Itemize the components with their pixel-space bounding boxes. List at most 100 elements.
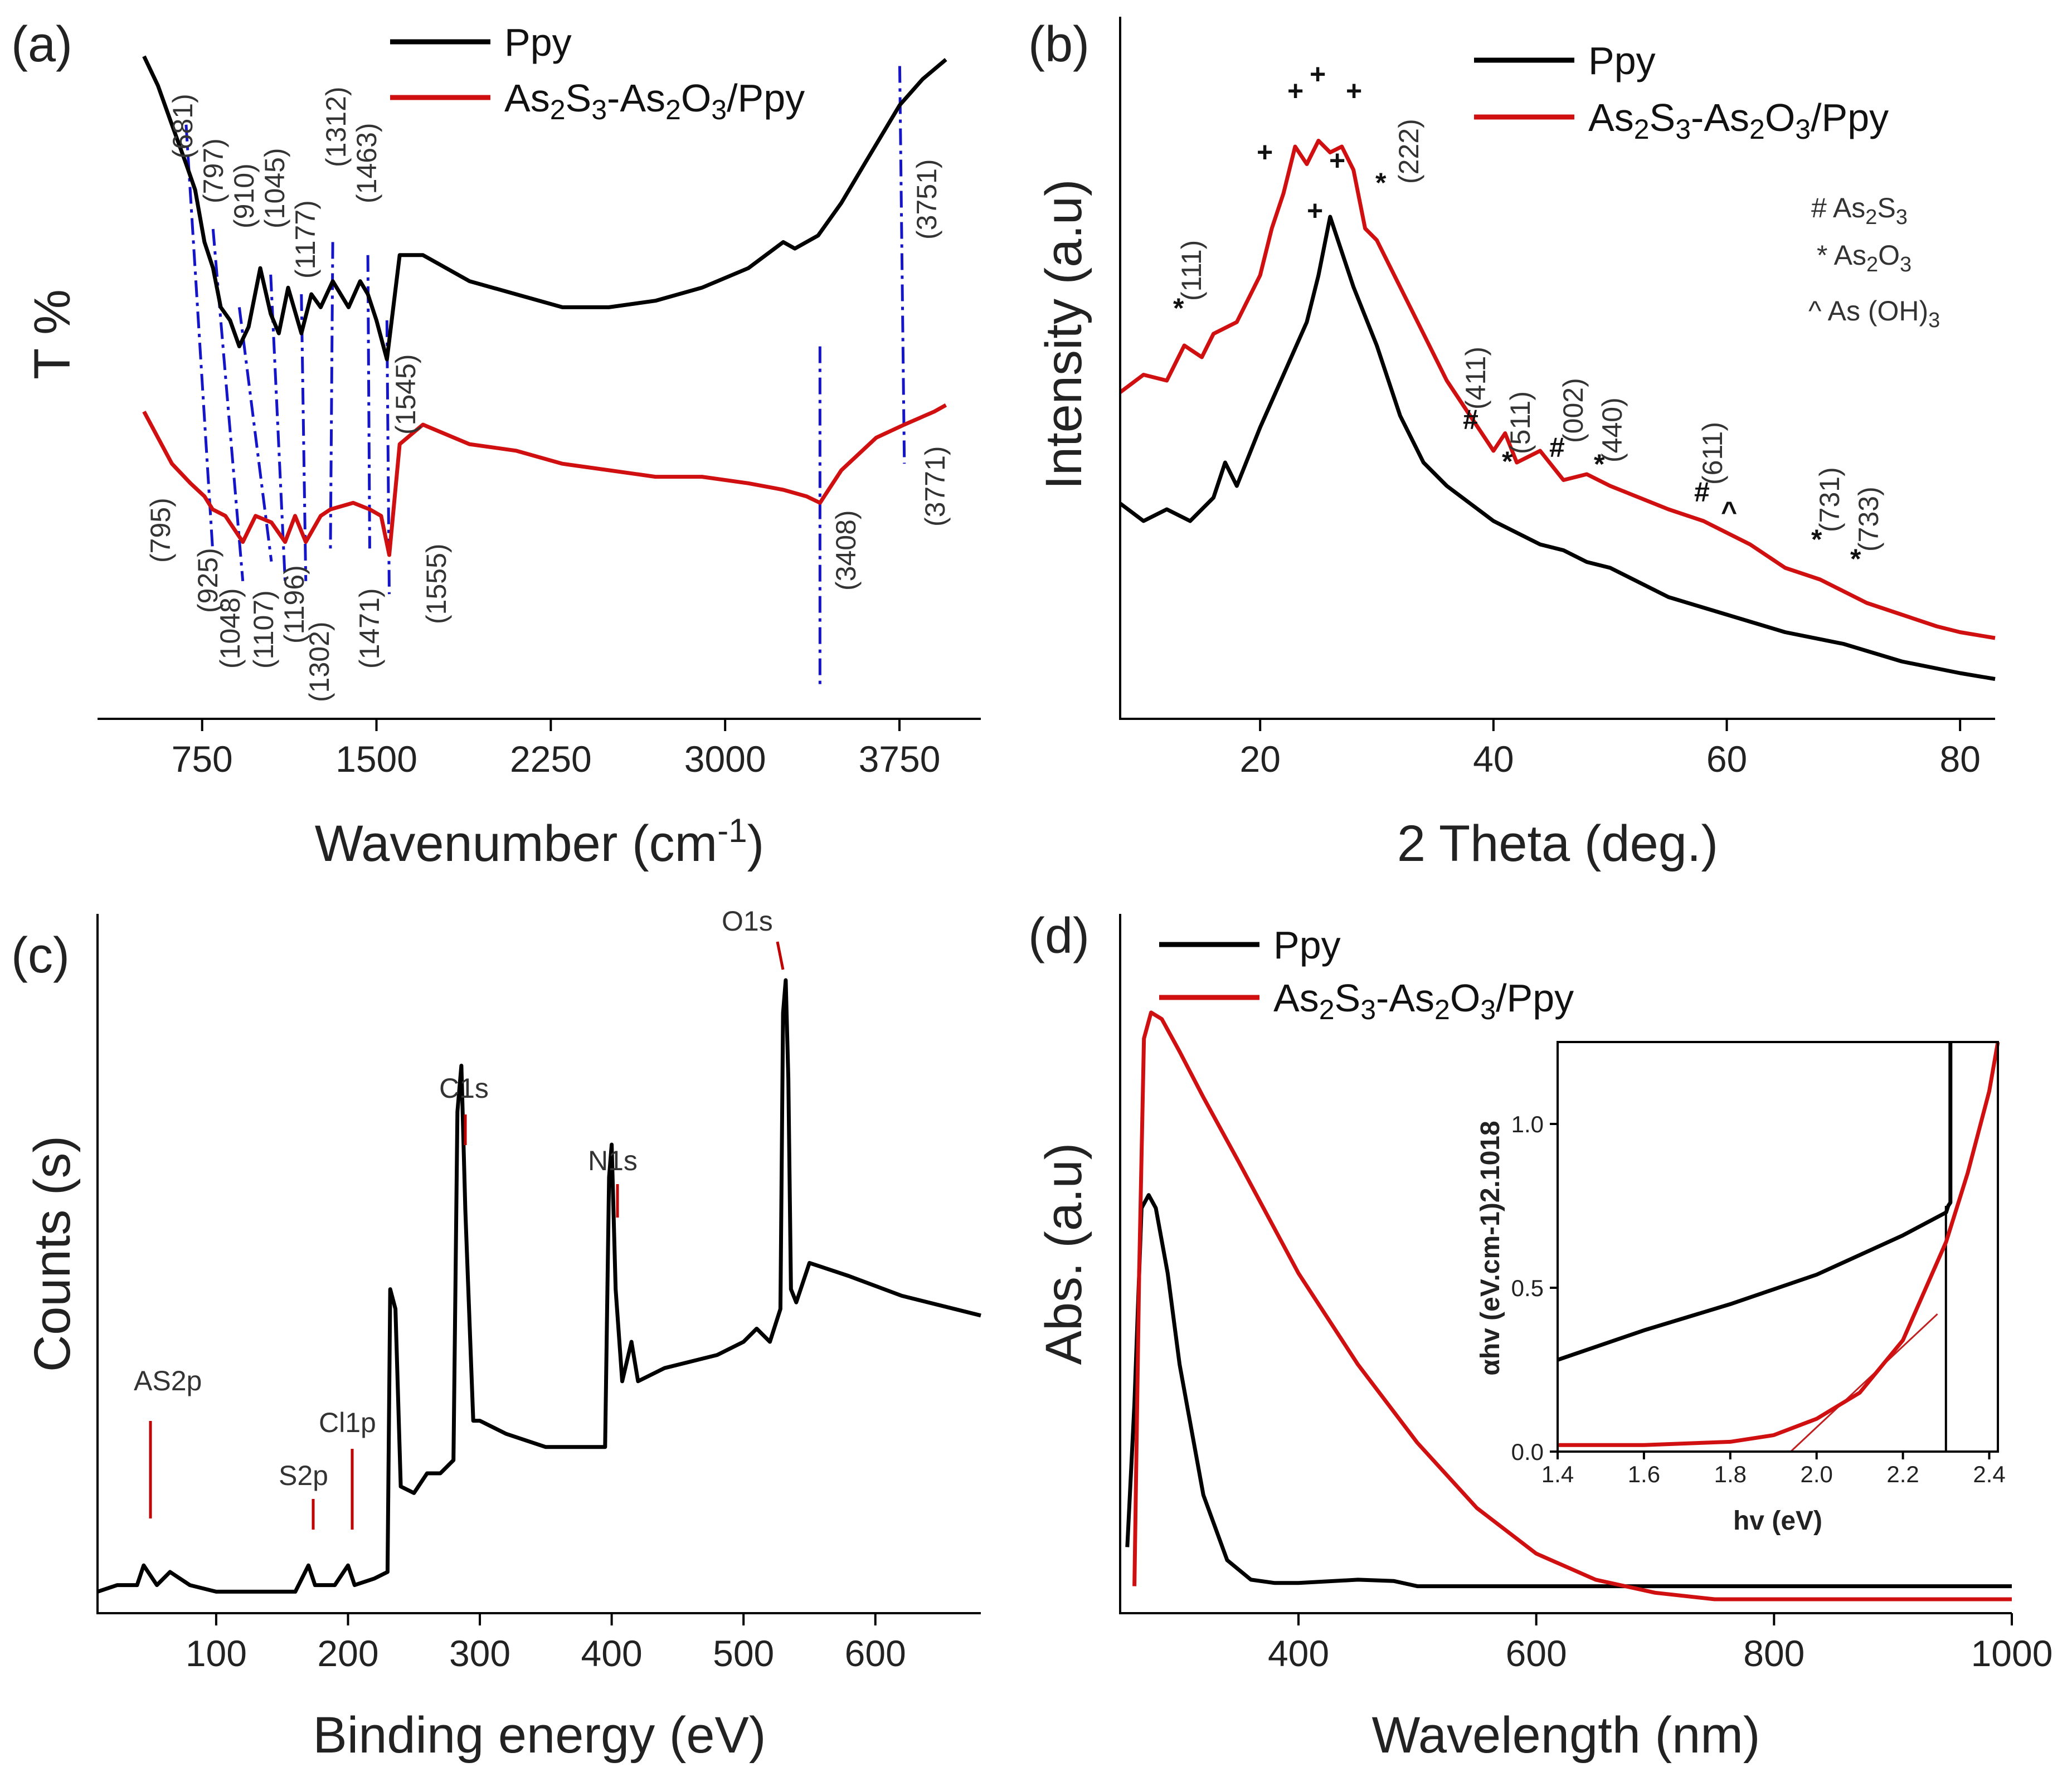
peak-guide-line bbox=[211, 228, 245, 582]
panel-c-frame bbox=[96, 914, 981, 1614]
panel-d: (d) 400 600 800 1000 Abs. (a.u) Wavelength … bbox=[1028, 908, 2052, 1764]
xrd-marker: + bbox=[1287, 75, 1303, 106]
s2p-label: S2p bbox=[279, 1460, 328, 1491]
peak-guide-line bbox=[184, 124, 214, 549]
xrd-marker: * bbox=[1375, 167, 1387, 198]
peak-label: (1048) bbox=[215, 588, 246, 669]
x-tick-label: 3000 bbox=[684, 738, 766, 780]
x-tick-label: 1.6 bbox=[1628, 1461, 1660, 1487]
peak-label: (797) bbox=[198, 138, 229, 203]
xrd-marker: # bbox=[1463, 404, 1478, 435]
x-tick-label: 2.2 bbox=[1886, 1461, 1919, 1487]
inset-ppy-line bbox=[1557, 1042, 1953, 1362]
x-tick-label: 1000 bbox=[1971, 1633, 2053, 1674]
ppy-xrd-line bbox=[1118, 215, 1996, 681]
xrd-marker: * bbox=[1594, 449, 1605, 480]
x-tick-label: 100 bbox=[186, 1633, 247, 1674]
xrd-marker: + bbox=[1346, 75, 1362, 106]
ppy-ftir-line bbox=[142, 55, 947, 362]
xrd-label: (611) bbox=[1697, 422, 1728, 485]
inset-composite-line bbox=[1558, 1041, 2000, 1447]
panel-d-frame bbox=[1119, 914, 2012, 1614]
xrd-marker: ^ bbox=[1721, 496, 1737, 527]
xrd-label: (411) bbox=[1460, 347, 1491, 410]
legend-composite-label: As2S3-As2O3/Ppy bbox=[1273, 976, 1574, 1025]
peak-label: (3771) bbox=[920, 446, 951, 527]
panel-c-peak-labels: AS2p S2p Cl1p C1s N1s O1s bbox=[134, 906, 785, 1530]
x-tick-label: 60 bbox=[1706, 738, 1747, 780]
legend-composite-label: As2S3-As2O3/Ppy bbox=[504, 76, 805, 125]
x-tick-label: 600 bbox=[845, 1633, 906, 1674]
inset-frame bbox=[1557, 1041, 1999, 1453]
panel-d-legend: Ppy As2S3-As2O3/Ppy bbox=[1159, 923, 1574, 1025]
xrd-marker: # bbox=[1694, 476, 1710, 508]
peak-guide-line bbox=[269, 274, 287, 581]
panel-d-label: (d) bbox=[1028, 908, 1089, 964]
panel-a-peak-labels: (681) (797) (910) (1045) (1177) (1312) (… bbox=[145, 86, 951, 702]
peak-label: (1463) bbox=[351, 123, 382, 203]
panel-c-xlabel: Binding energy (eV) bbox=[313, 1707, 766, 1764]
panel-c-label: (c) bbox=[11, 928, 70, 984]
panel-b-label: (b) bbox=[1028, 17, 1089, 72]
peak-label: (1471) bbox=[354, 588, 385, 669]
n1s-label: N1s bbox=[588, 1145, 638, 1176]
phase-asoh3: ^ As (OH)3 bbox=[1808, 295, 1940, 332]
panel-a-ylabel: T % bbox=[24, 289, 81, 379]
legend-composite-label: As2S3-As2O3/Ppy bbox=[1588, 96, 1889, 145]
peak-label: (3751) bbox=[911, 159, 942, 240]
phase-as2s3: # As2S3 bbox=[1811, 192, 1908, 229]
peak-label: (1196) bbox=[279, 565, 310, 644]
panel-b-ylabel: Intensity (a.u) bbox=[1035, 179, 1092, 489]
xrd-marker: * bbox=[1502, 446, 1513, 477]
xrd-label: (222) bbox=[1393, 119, 1424, 184]
composite-uv-line bbox=[1132, 1010, 2012, 1601]
phase-legend: # As2S3 * As2O3 ^ As (OH)3 bbox=[1808, 192, 1940, 332]
composite-ftir-line bbox=[142, 403, 947, 557]
peak-label: (1555) bbox=[421, 543, 452, 624]
y-tick-label: 1.0 bbox=[1511, 1111, 1544, 1137]
inset-background bbox=[1558, 1042, 1998, 1452]
x-tick-label: 40 bbox=[1473, 738, 1514, 780]
peak-label: (3408) bbox=[830, 510, 862, 591]
x-tick-label: 1.8 bbox=[1714, 1461, 1747, 1487]
x-tick-label: 400 bbox=[1268, 1633, 1329, 1674]
xrd-marker: * bbox=[1173, 293, 1184, 324]
tauc-inset: 1.4 1.6 1.8 2.0 2.2 2.4 0.0 0.5 1.0 αhv (eV.cm-… bbox=[1476, 1041, 2006, 1536]
x-tick-label: 1.4 bbox=[1541, 1461, 1574, 1487]
ppy-uv-line bbox=[1125, 1193, 2012, 1589]
peak-guide-line bbox=[237, 307, 273, 562]
x-tick-label: 750 bbox=[172, 738, 233, 780]
legend-ppy-label: Ppy bbox=[504, 21, 572, 64]
x-tick-label: 2250 bbox=[510, 738, 592, 780]
inset-xlabel: hv (eV) bbox=[1733, 1506, 1822, 1536]
panel-b-legend: Ppy As2S3-As2O3/Ppy bbox=[1474, 39, 1889, 145]
o1s-marker bbox=[776, 941, 785, 970]
panel-b-xlabel: 2 Theta (deg.) bbox=[1397, 815, 1718, 872]
peak-guide-line bbox=[898, 66, 906, 464]
as2p-label: AS2p bbox=[134, 1365, 202, 1396]
xrd-marker: + bbox=[1307, 195, 1323, 226]
xrd-label: (002) bbox=[1558, 378, 1589, 443]
peak-label: (910) bbox=[228, 163, 260, 228]
panel-b: (b) 20 40 60 80 Intensity (a.u) 2 Theta (de… bbox=[1028, 17, 1996, 872]
x-tick-label: 80 bbox=[1939, 738, 1980, 780]
xps-survey-line bbox=[96, 978, 981, 1594]
xrd-marker: + bbox=[1329, 145, 1345, 176]
panel-a-guides bbox=[184, 66, 906, 685]
x-tick-label: 300 bbox=[449, 1633, 510, 1674]
o1s-label: O1s bbox=[722, 906, 773, 937]
panel-a-xlabel: Wavenumber (cm-1) bbox=[315, 812, 765, 872]
x-tick-label: 3750 bbox=[859, 738, 941, 780]
xrd-label: (733) bbox=[1853, 486, 1884, 552]
panel-d-xlabel: Wavelength (nm) bbox=[1371, 1707, 1760, 1764]
x-tick-label: 500 bbox=[713, 1633, 774, 1674]
panel-b-annotations: * (111) + + + + + + * (222) # (411) * (5… bbox=[1173, 59, 1884, 575]
xrd-label: (111) bbox=[1176, 240, 1207, 301]
composite-xrd-line bbox=[1118, 139, 1996, 640]
x-tick-label: 200 bbox=[317, 1633, 378, 1674]
x-tick-label: 600 bbox=[1506, 1633, 1567, 1674]
peak-label: (1302) bbox=[304, 621, 335, 702]
peak-label: (1312) bbox=[320, 86, 352, 167]
xrd-marker: + bbox=[1257, 137, 1273, 168]
